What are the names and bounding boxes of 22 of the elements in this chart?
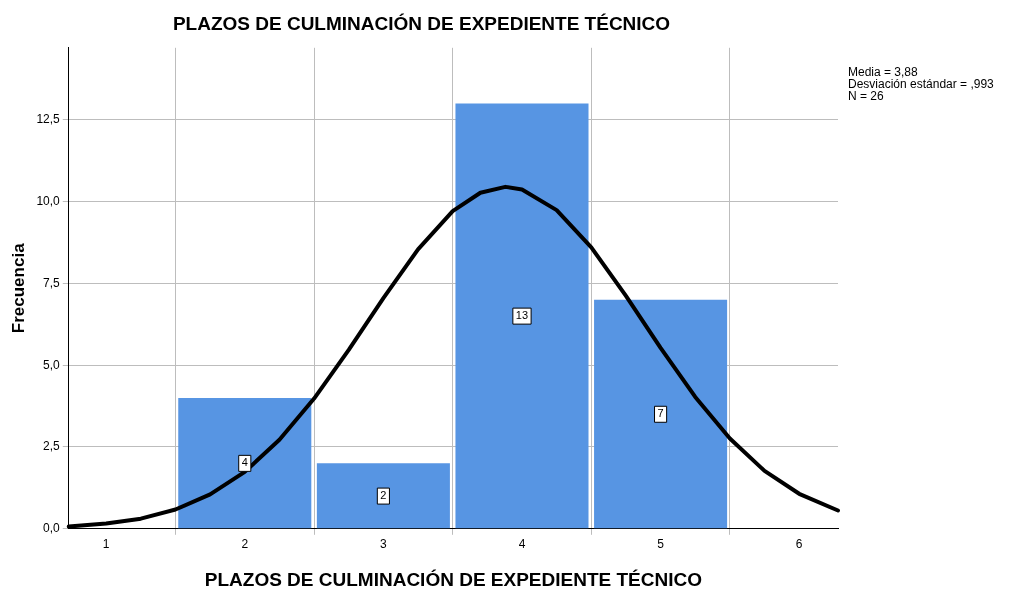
data-label: 13: [515, 309, 529, 322]
y-axis-title: Frecuencia: [8, 242, 28, 334]
y-tick-label: 7,5: [43, 275, 61, 290]
y-tick-label: 5,0: [43, 357, 61, 372]
data-label: 7: [657, 407, 664, 420]
x-tick-label: 6: [795, 537, 803, 552]
chart-title: PLAZOS DE CULMINACIÓN DE EXPEDIENTE TÉCNICO: [172, 12, 671, 34]
data-label: 2: [380, 489, 387, 502]
text: N = 26: [848, 89, 885, 104]
y-tick-label: 0,0: [43, 521, 61, 536]
x-axis-title: PLAZOS DE CULMINACIÓN DE EXPEDIENTE TÉCNICO: [204, 568, 702, 590]
x-tick-label: 4: [518, 537, 526, 552]
y-tick-label: 2,5: [43, 439, 61, 454]
x-tick-label: 5: [657, 537, 665, 552]
data-label: 4: [241, 456, 248, 469]
y-tick-label: 10,0: [36, 193, 61, 208]
x-tick-label: 1: [102, 537, 110, 552]
x-tick-label: 2: [241, 537, 249, 552]
text: Media = 3,88: [848, 65, 919, 80]
y-tick-label: 12,5: [36, 112, 61, 127]
text: Desviación estándar = ,993: [848, 77, 995, 92]
x-tick-label: 3: [380, 537, 388, 552]
